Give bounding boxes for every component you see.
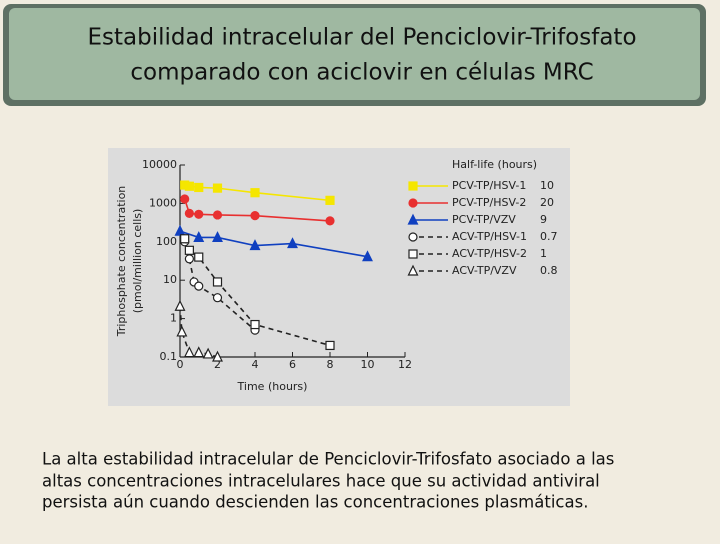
legend-half-life: 20 (540, 196, 554, 209)
caption-line: La alta estabilidad intracelular de Penc… (42, 450, 614, 469)
y-tick-label: 10 (163, 273, 177, 286)
x-tick-label: 6 (289, 358, 296, 371)
title-line: Estabilidad intracelular del Penciclovir… (87, 25, 636, 51)
marker (184, 245, 194, 255)
marker (407, 213, 419, 225)
marker (212, 277, 223, 287)
caption-line: persista aún cuando descienden las conce… (42, 493, 588, 512)
marker (184, 181, 194, 191)
legend-half-life: 0.8 (540, 264, 558, 277)
marker (194, 182, 204, 193)
legend-label: PCV-TP/HSV-2 (452, 196, 526, 209)
legend-half-life: 10 (540, 179, 554, 192)
marker (212, 231, 223, 243)
marker (193, 231, 205, 243)
x-tick-label: 10 (361, 358, 375, 371)
x-tick-label: 8 (327, 358, 334, 371)
marker (174, 299, 186, 311)
marker (176, 325, 188, 337)
legend-title: Half-life (hours) (452, 158, 537, 171)
marker (180, 234, 190, 244)
marker (212, 293, 223, 303)
legend-half-life: 9 (540, 213, 547, 226)
y-tick-label: 1000 (149, 196, 177, 209)
series-line (179, 230, 368, 258)
y-tick-label: 0.1 (160, 350, 178, 363)
x-tick-label: 2 (214, 358, 221, 371)
y-tick-label: 100 (156, 235, 177, 248)
legend-label: ACV-TP/HSV-1 (452, 230, 527, 243)
caption-line: altas concentraciones intracelulares hac… (42, 472, 600, 491)
legend-label: PCV-TP/HSV-1 (452, 179, 526, 192)
legend-label: ACV-TP/VZV (452, 264, 517, 277)
marker (408, 232, 418, 242)
y-tick-label: 10000 (142, 158, 177, 171)
marker (362, 250, 373, 262)
x-tick-label: 4 (252, 358, 259, 371)
marker (250, 319, 260, 330)
marker (184, 208, 194, 218)
marker (287, 237, 298, 249)
marker (202, 347, 214, 359)
marker (212, 350, 223, 362)
marker (325, 195, 335, 205)
title-box (9, 8, 700, 100)
marker (194, 252, 204, 262)
marker (194, 209, 204, 219)
marker (194, 281, 204, 291)
marker (193, 346, 205, 358)
y-tick-label: 1 (170, 312, 177, 325)
marker (249, 239, 261, 251)
x-tick-label: 12 (398, 358, 412, 371)
legend-half-life: 1 (540, 247, 547, 260)
marker (250, 188, 260, 198)
marker (212, 210, 223, 220)
chart-background (108, 148, 570, 406)
marker (408, 198, 418, 208)
x-axis-label: Time (hours) (237, 380, 308, 393)
marker (212, 183, 223, 193)
marker (408, 249, 418, 259)
marker (407, 264, 419, 276)
marker (183, 346, 195, 358)
marker (250, 211, 260, 221)
marker (184, 254, 194, 264)
y-axis-label: (pmol/million cells) (131, 209, 144, 314)
legend-label: ACV-TP/HSV-2 (452, 247, 527, 260)
y-axis-label: Triphosphate concentration (115, 186, 128, 338)
x-tick-label: 0 (177, 358, 184, 371)
marker (325, 216, 335, 226)
legend-half-life: 0.7 (540, 230, 558, 243)
marker (408, 181, 418, 191)
marker (325, 340, 335, 351)
title-line: comparado con aciclovir en células MRC (130, 60, 593, 86)
chart: 0.1 1 10 100 1000 10000 0 2 4 6 8 10 12 Time (hours) T… (115, 158, 558, 393)
marker (174, 224, 186, 236)
legend-label: PCV-TP/VZV (452, 213, 516, 226)
marker (180, 194, 190, 204)
